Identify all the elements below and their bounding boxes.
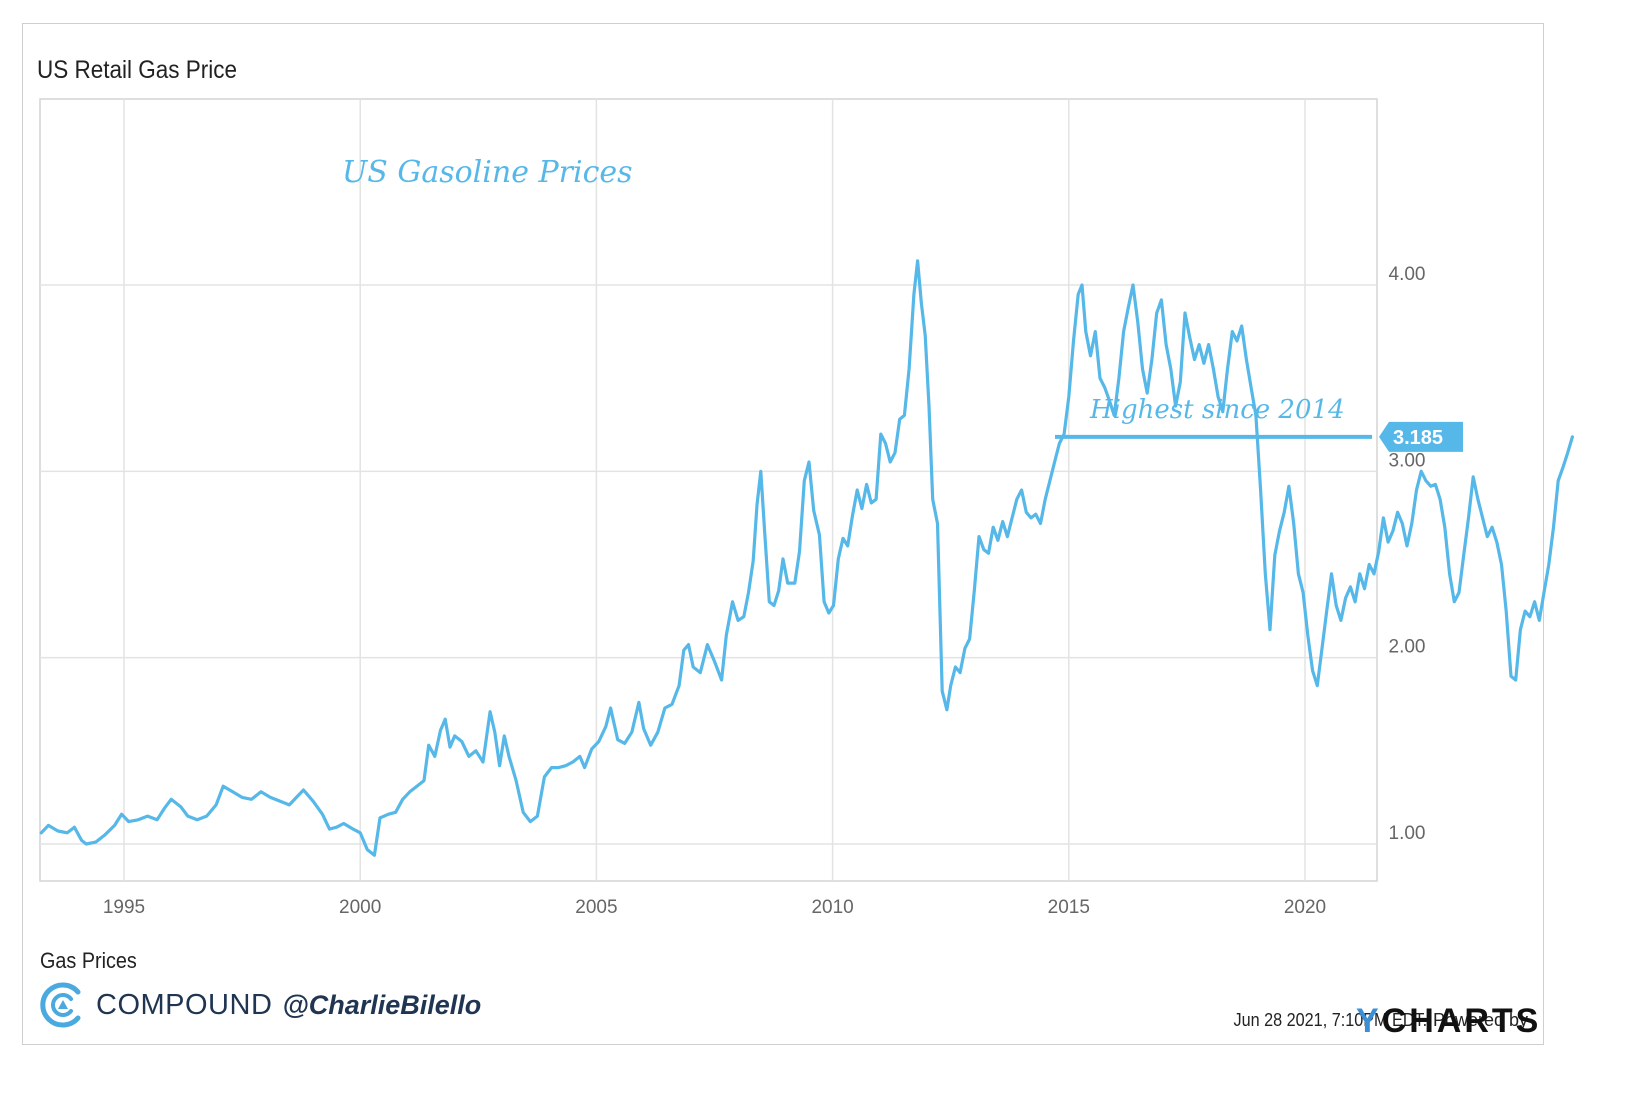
x-tick-label: 2010 — [811, 897, 853, 918]
x-tick-label: 2015 — [1048, 897, 1090, 918]
x-tick-label: 2005 — [575, 897, 617, 918]
ycharts-logo[interactable]: YCHARTS — [1356, 1002, 1541, 1041]
last-value-label: 3.185 — [1393, 427, 1443, 449]
series-legend: Gas Prices — [40, 948, 137, 973]
annotation-highest-since-2014: Highest since 2014 — [1089, 395, 1345, 425]
y-tick-label: 2.00 — [1389, 637, 1426, 658]
ycharts-logo-text: CHARTS — [1381, 1002, 1542, 1040]
x-tick-label: 1995 — [103, 897, 145, 918]
last-value-tag — [1379, 421, 1463, 452]
footer-timestamp: Jun 28 2021, 7:10PM EDT. — [1233, 1010, 1427, 1030]
footer-powered-by: Powered by — [1432, 1010, 1528, 1030]
x-tick-label: 2000 — [339, 897, 381, 918]
y-tick-label: 4.00 — [1389, 264, 1426, 285]
ycharts-logo-y: Y — [1356, 1002, 1382, 1040]
y-axis-ticks: 1.00 2.00 3.00 4.00 — [1389, 264, 1426, 844]
brand-name: COMPOUND — [96, 988, 273, 1021]
last-value-marker: 3.185 — [1379, 421, 1463, 452]
y-tick-label: 1.00 — [1389, 823, 1426, 844]
footer: Jun 28 2021, 7:10PM EDT. Powered by — [1212, 1010, 1528, 1031]
gas-price-line — [39, 259, 1575, 857]
x-axis-ticks: 1995 2000 2005 2010 2015 2020 — [103, 897, 1326, 918]
annotation-us-gasoline-prices: US Gasoline Prices — [342, 155, 633, 190]
plot-area — [39, 98, 1378, 882]
brand-handle: @CharlieBilello — [282, 989, 482, 1020]
x-tick-label: 2020 — [1284, 897, 1326, 918]
chart-title: US Retail Gas Price — [37, 56, 238, 84]
compound-logo-icon — [40, 982, 81, 1028]
y-tick-label: 3.00 — [1389, 450, 1426, 471]
grid-lines — [40, 99, 1377, 881]
brand: COMPOUND @CharlieBilello — [38, 978, 481, 1032]
